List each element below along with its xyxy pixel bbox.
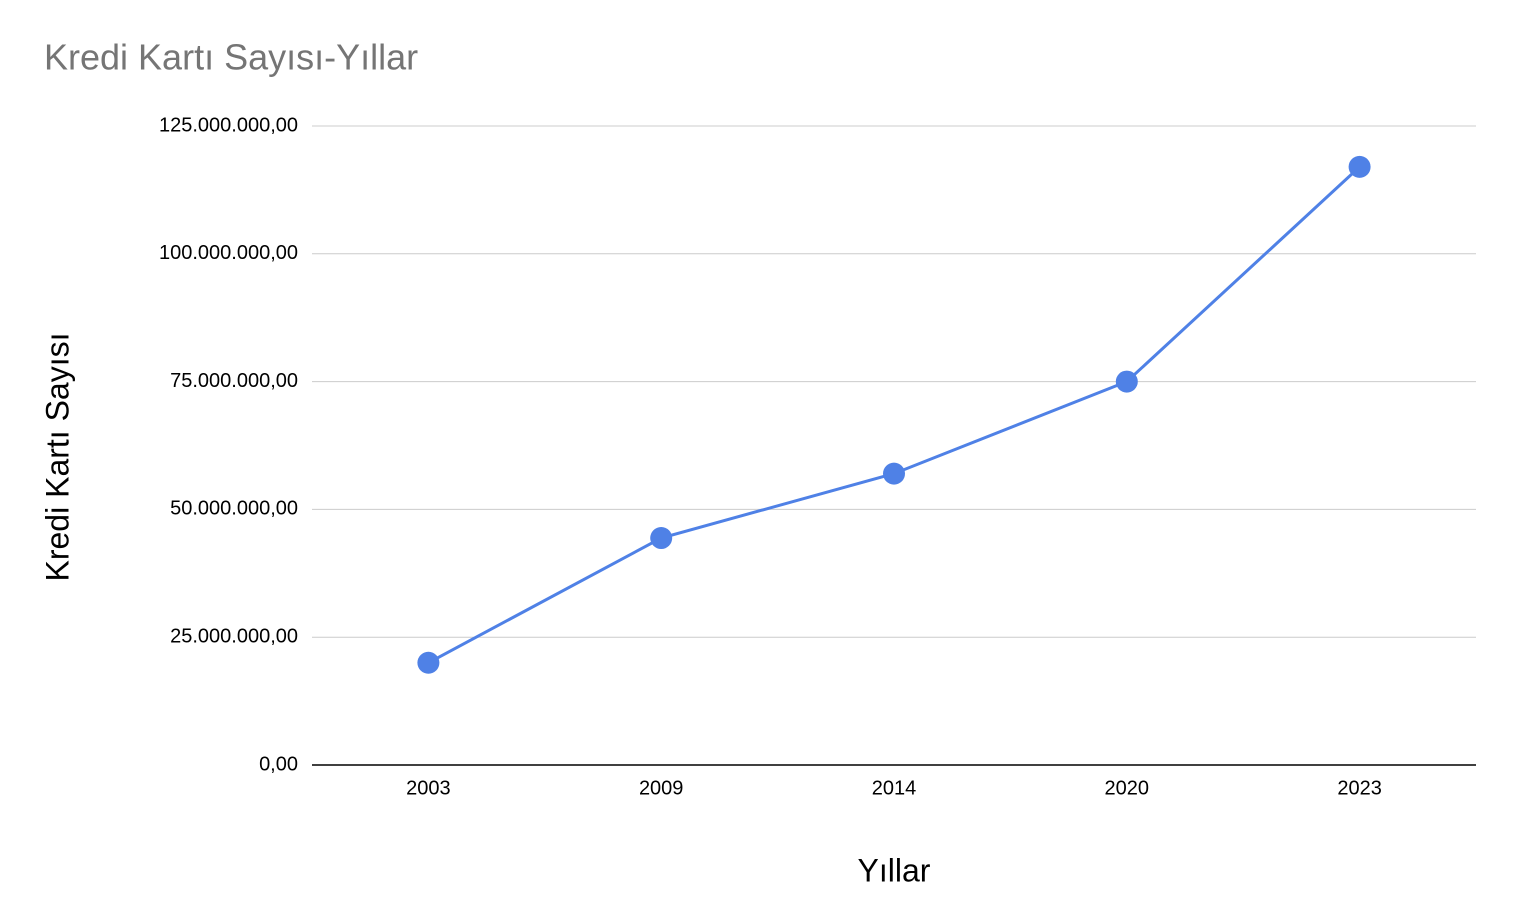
point — [1348, 155, 1371, 178]
x-tick-label: 2009 — [639, 777, 684, 799]
x-tick-label: 2003 — [406, 777, 451, 799]
point — [417, 651, 440, 674]
point — [1115, 370, 1138, 393]
y-tick-label: 100.000.000,00 — [159, 242, 298, 264]
y-axis-label: Kredi Kartı Sayısı — [39, 333, 75, 582]
chart-title: Kredi Kartı Sayısı-Yıllar — [44, 37, 418, 78]
x-axis-label: Yıllar — [858, 852, 931, 888]
x-tick-label: 2020 — [1105, 777, 1150, 799]
x-tick-label: 2014 — [872, 777, 917, 799]
y-tick-label: 75.000.000,00 — [170, 370, 298, 392]
point — [883, 462, 905, 485]
x-tick-label: 2023 — [1337, 777, 1382, 799]
point — [650, 527, 673, 550]
y-tick-label: 0,00 — [259, 753, 298, 775]
y-tick-label: 125.000.000,00 — [159, 114, 298, 136]
y-tick-label: 50.000.000,00 — [170, 498, 298, 520]
y-tick-label: 25.000.000,00 — [170, 625, 298, 647]
